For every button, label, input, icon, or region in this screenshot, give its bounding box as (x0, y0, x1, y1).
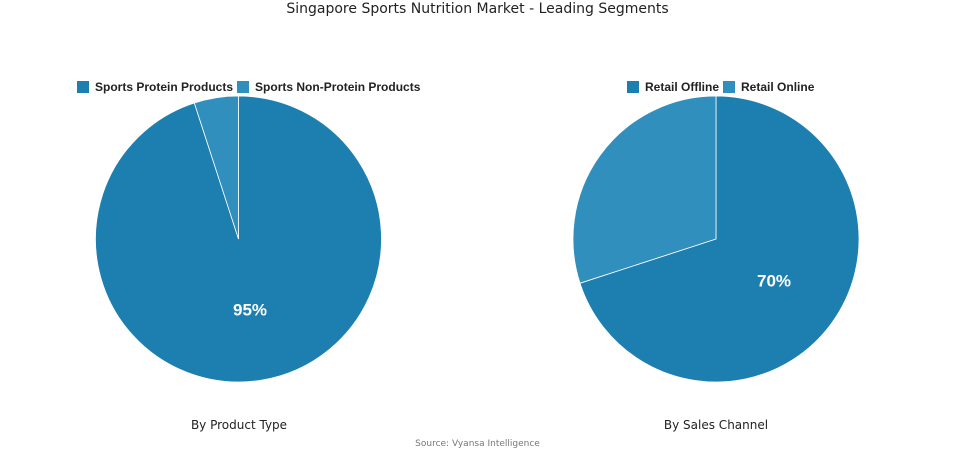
legend-item-retail-offline: Retail Offline (627, 80, 719, 94)
subtitle-product-type: By Product Type (190, 418, 288, 432)
legend-swatch (77, 81, 89, 93)
pie-2-slice-secondary (572, 95, 717, 284)
legend-sales-channel: Retail Offline Retail Online (627, 80, 818, 94)
legend-product-type: Sports Protein Products Sports Non-Prote… (77, 80, 424, 94)
legend-label: Sports Non-Protein Products (255, 80, 421, 94)
pie-1-slice-secondary (193, 95, 239, 240)
legend-swatch (627, 81, 639, 93)
legend-item-sports-protein: Sports Protein Products (77, 80, 233, 94)
source-note: Source: Vyansa Intelligence (415, 439, 540, 449)
pie-2-slice-primary (579, 95, 860, 383)
pie-1-data-label: 95% (233, 300, 267, 319)
legend-label: Retail Offline (645, 80, 720, 94)
legend-swatch (237, 81, 250, 93)
legend-item-retail-online: Retail Online (723, 80, 814, 94)
legend-item-sports-non-protein: Sports Non-Protein Products (237, 80, 420, 94)
legend-label: Sports Protein Products (95, 80, 234, 94)
pie-2-data-label: 70% (757, 271, 791, 290)
legend-swatch (723, 81, 736, 93)
chart-title: Singapore Sports Nutrition Market - Lead… (286, 1, 669, 17)
legend-label: Retail Online (741, 80, 815, 94)
subtitle-sales-channel: By Sales Channel (663, 418, 769, 432)
